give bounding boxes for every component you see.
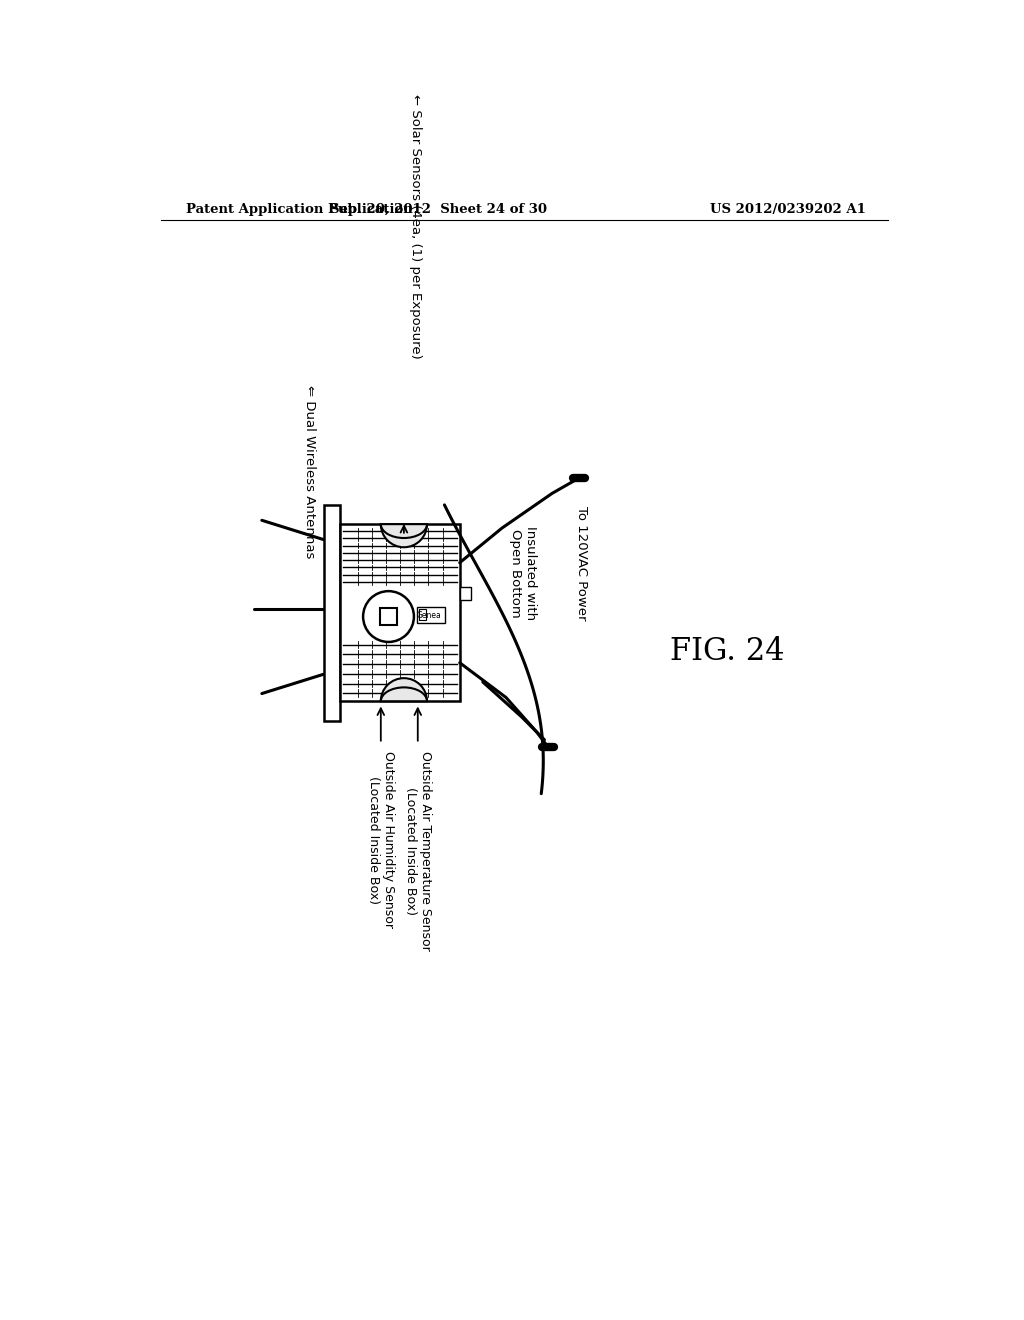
Text: US 2012/0239202 A1: US 2012/0239202 A1: [710, 203, 866, 216]
Text: To 120VAC Power: To 120VAC Power: [574, 506, 588, 620]
Bar: [340, 524, 460, 701]
Wedge shape: [381, 524, 427, 548]
Wedge shape: [381, 678, 427, 701]
Text: Outside Air Humidity Sensor
(Located Inside Box): Outside Air Humidity Sensor (Located Ins…: [367, 751, 395, 928]
Bar: [460, 587, 470, 599]
Text: Sep. 20, 2012  Sheet 24 of 30: Sep. 20, 2012 Sheet 24 of 30: [330, 203, 547, 216]
Text: Insulated with
Open Bottom: Insulated with Open Bottom: [509, 527, 538, 620]
Text: Genea: Genea: [417, 611, 441, 619]
Text: Patent Application Publication: Patent Application Publication: [186, 203, 413, 216]
Bar: [417, 607, 444, 623]
Bar: [325, 506, 340, 721]
Circle shape: [364, 591, 414, 642]
Bar: [380, 609, 397, 626]
Text: ⇐ Dual Wireless Antennas: ⇐ Dual Wireless Antennas: [303, 385, 316, 558]
Text: ← Solar Sensors (4ea, (1) per Exposure): ← Solar Sensors (4ea, (1) per Exposure): [409, 94, 422, 359]
Text: Outside Air Temperature Sensor
(Located Inside Box): Outside Air Temperature Sensor (Located …: [403, 751, 432, 950]
Text: FIG. 24: FIG. 24: [670, 636, 784, 667]
Bar: [419, 609, 426, 619]
